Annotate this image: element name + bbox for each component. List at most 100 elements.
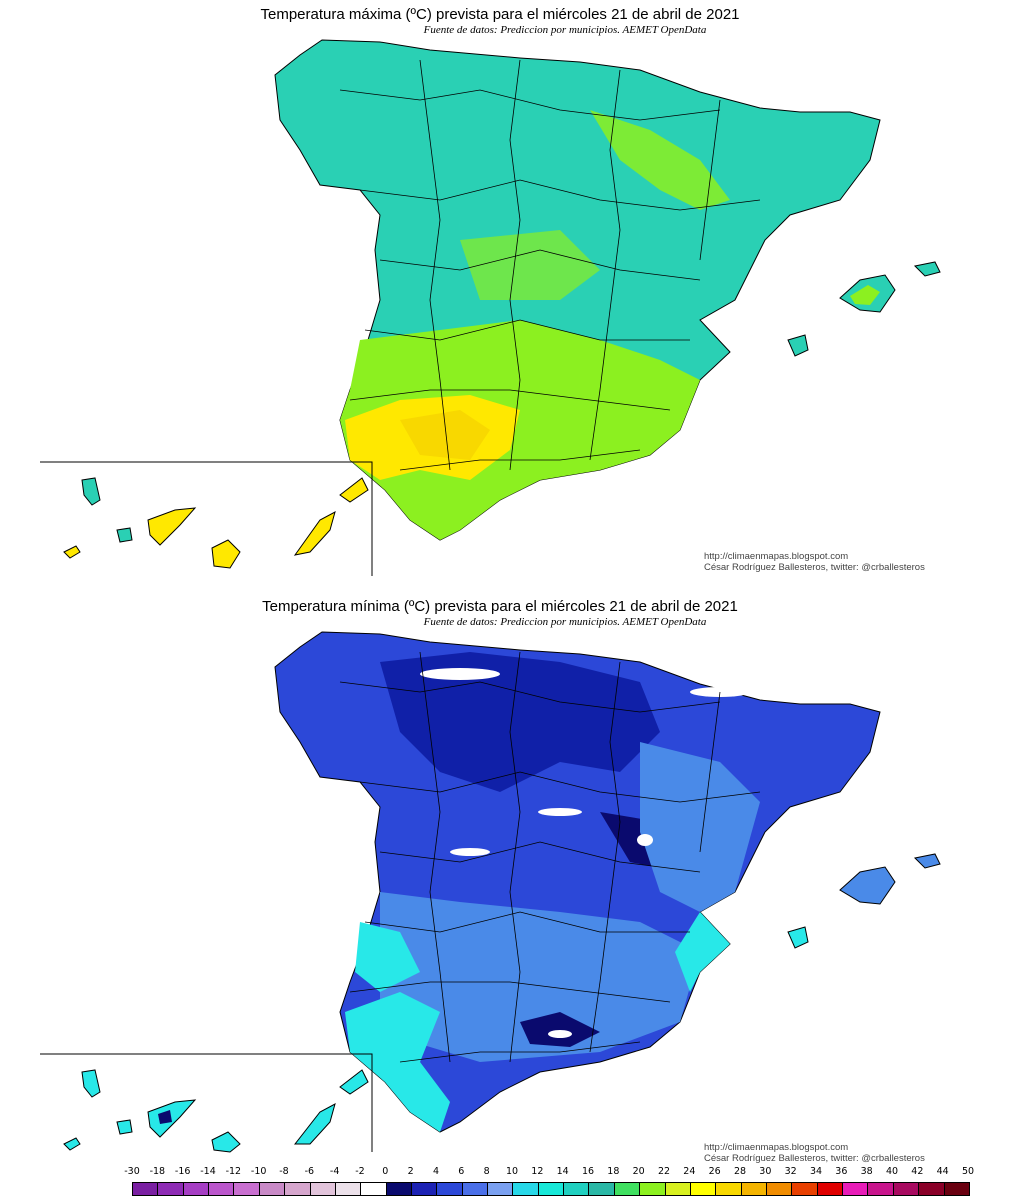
legend-tick-label: -30 [124,1166,140,1177]
legend-swatch [209,1183,235,1195]
canary-teide-min [158,1110,172,1124]
legend-swatch [843,1183,869,1195]
legend-tick-label: 0 [382,1166,389,1177]
warm-zone-centre [460,230,600,300]
legend-swatch [944,1183,969,1195]
canary-gomera-min [116,1119,133,1135]
mild-zone-south [380,892,700,1062]
legend-swatch [690,1183,717,1195]
legend-swatch [589,1183,615,1195]
min-map-subtitle: Fuente de datos: Prediccion por municipi… [423,616,707,628]
province-borders-min [339,651,761,1063]
legend-tick-label: 20 [632,1166,645,1177]
ibiza-max [787,334,809,357]
warm-zone-ebro [590,110,730,210]
warm-zone-south [340,320,700,540]
legend-tick-label: 2 [407,1166,414,1177]
legend-swatch [310,1183,336,1195]
legend-tick-label: 16 [581,1166,595,1177]
legend-tick-label: -18 [149,1166,166,1177]
legend-tick-label: 22 [657,1166,671,1177]
legend-tick-label: 26 [708,1166,721,1177]
legend-swatch [462,1183,489,1195]
max-temperature-panel: Temperatura máxima (ºC) prevista para el… [0,0,1024,590]
min-map-title: Temperatura mínima (ºC) prevista para el… [262,598,738,615]
legend-tick-label: 50 [961,1166,975,1177]
legend-tick-label: 40 [885,1166,899,1177]
legend-tick-label: 8 [483,1166,490,1177]
max-credit-author: César Rodríguez Ballesteros, twitter: @c… [704,562,925,573]
legend-swatch [437,1183,463,1195]
legend-swatch [741,1183,767,1195]
canary-lanzarote-min [339,1069,369,1095]
legend-swatch [335,1183,362,1195]
legend-swatch [665,1183,691,1195]
coast-zone-west [355,922,420,992]
legend-swatch [868,1183,894,1195]
legend-tick-label: -8 [279,1166,289,1177]
legend-swatch [488,1183,514,1195]
legend-swatch [538,1183,565,1195]
legend-swatch [817,1183,844,1195]
legend-swatch [234,1183,260,1195]
canary-lanzarote-max [339,477,369,503]
legend-swatch [614,1183,641,1195]
canary-hierro-max [63,545,81,559]
legend-swatch [411,1183,438,1195]
legend-swatch [133,1183,159,1195]
min-credit-author: César Rodríguez Ballesteros, twitter: @c… [704,1153,925,1164]
legend-tick-label: -2 [355,1166,365,1177]
legend-tick-label: 42 [911,1166,924,1177]
legend-tick-label: -4 [329,1166,340,1177]
canary-lapalma-min [81,1069,101,1098]
legend-swatch [919,1183,945,1195]
legend-tick-label: 34 [809,1166,823,1177]
canary-tenerife-min [147,1099,197,1138]
canary-inset-frame-min [40,1053,373,1152]
legend-tick-label: 30 [759,1166,772,1177]
canary-tenerife-max [147,507,197,546]
legend-tick-label: 38 [860,1166,873,1177]
province-borders-max [339,59,761,471]
max-credit-url: http://climaenmapas.blogspot.com [704,551,849,562]
legend-tick-label: 6 [458,1166,465,1177]
legend-swatch [361,1183,387,1195]
legend-swatch [386,1183,412,1195]
temperature-legend: -30 -18 -16 -14 -12 -10 -8 -6 -4 -2 0 2 4 6 8 10 12 14 16 1… [124,1166,975,1196]
menorca-min [913,853,941,869]
legend-swatch [259,1183,286,1195]
canary-gomera-max [116,527,133,543]
legend-tick-label: -10 [250,1166,267,1177]
canary-fuerteventura-min [293,1103,336,1145]
canary-inset-frame-max [40,461,373,576]
legend-tick-label: 18 [607,1166,620,1177]
legend-tick-label: 32 [784,1166,797,1177]
legend-swatch [640,1183,666,1195]
canary-fuerteventura-max [293,511,336,556]
legend-color-bar [132,1182,970,1196]
max-map-title: Temperatura máxima (ºC) prevista para el… [260,6,740,23]
legend-swatch [183,1183,210,1195]
mild-zone-east [640,742,760,912]
mallorca-min [839,866,896,905]
min-credit-url: http://climaenmapas.blogspot.com [704,1142,849,1153]
legend-swatch [285,1183,311,1195]
cold-zone-sierra-nevada [520,1012,600,1047]
legend-tick-label: -12 [225,1166,242,1177]
ibiza-min [787,926,809,949]
legend-tick-label: 12 [531,1166,544,1177]
canary-grancanaria-max [211,539,241,569]
legend-swatch [564,1183,590,1195]
legend-tick-label: 36 [835,1166,848,1177]
legend-tick-label: 44 [936,1166,949,1177]
max-map-subtitle: Fuente de datos: Prediccion por municipi… [423,24,707,36]
canary-hierro-min [63,1137,81,1151]
min-temperature-panel: Temperatura mínima (ºC) prevista para el… [0,592,1024,1164]
legend-tick-label: 14 [556,1166,569,1177]
hot-zone-core [400,410,490,460]
menorca-max [913,261,941,277]
legend-tick-label: 24 [683,1166,696,1177]
legend-swatch [893,1183,920,1195]
canary-lapalma-max [81,477,101,506]
legend-swatch [766,1183,793,1195]
